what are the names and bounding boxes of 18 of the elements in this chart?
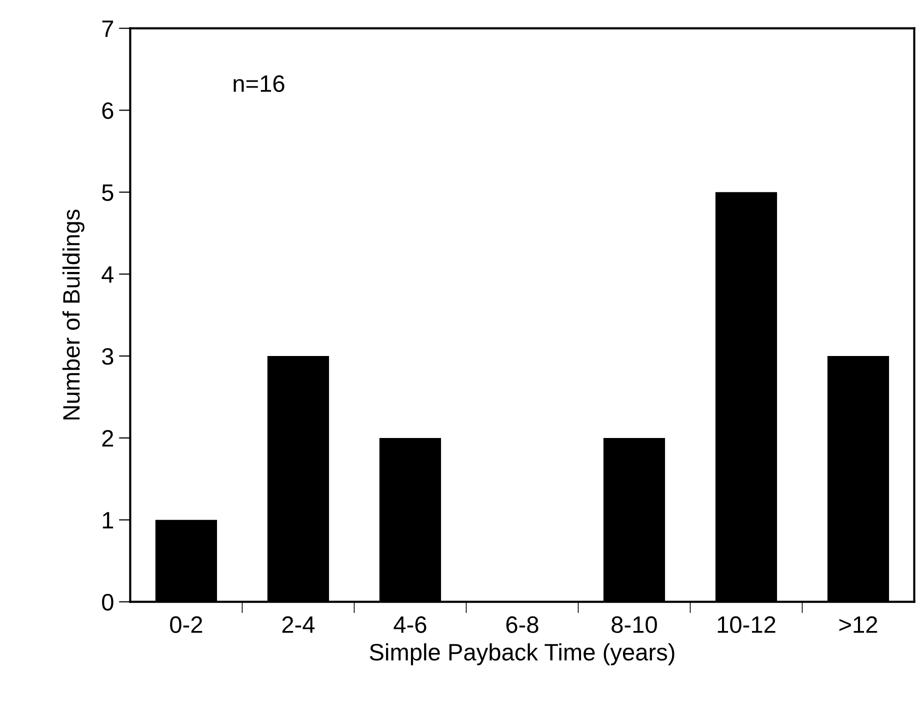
- y-tick-label: 4: [102, 266, 114, 283]
- x-tick-label: 2-4: [282, 616, 315, 633]
- y-tick-label: 5: [102, 184, 114, 201]
- y-tick-label: 7: [102, 20, 114, 37]
- x-axis-title: Simple Payback Time (years): [370, 643, 674, 666]
- x-tick-label: 6-8: [506, 616, 538, 634]
- y-tick-label: 1: [102, 512, 114, 528]
- x-tick-label: 10-12: [718, 616, 776, 634]
- x-tick-label: 4-6: [394, 616, 426, 634]
- y-axis-title: Number of Buildings: [62, 210, 84, 420]
- y-tick-label: 2: [102, 430, 114, 447]
- x-tick-label: 8-10: [612, 616, 657, 634]
- y-tick-label: 0: [102, 594, 114, 611]
- annotation: n=16: [234, 75, 284, 92]
- y-tick-label: 6: [102, 102, 114, 120]
- x-tick-label: >12: [839, 616, 878, 633]
- y-tick-label: 3: [102, 348, 114, 365]
- x-tick-label: 0-2: [170, 616, 202, 634]
